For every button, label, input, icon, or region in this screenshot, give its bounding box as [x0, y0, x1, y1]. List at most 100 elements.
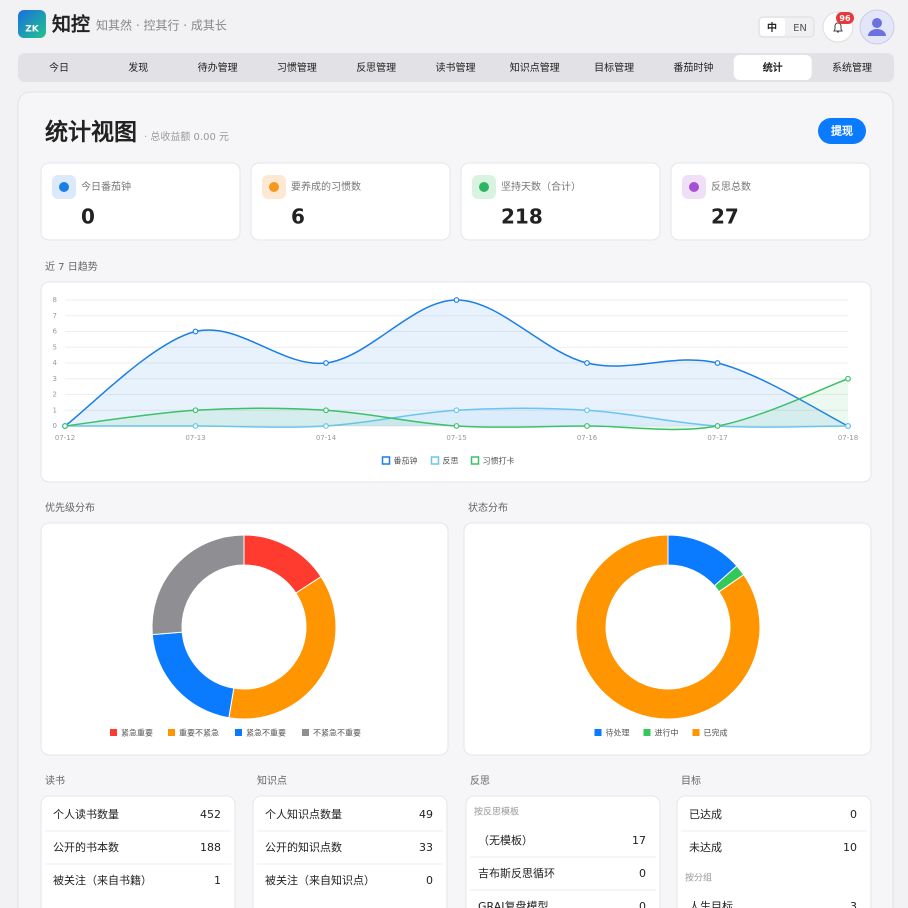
- x-tick-label: 07-15: [446, 434, 466, 442]
- legend-swatch: [110, 729, 117, 736]
- point: [323, 360, 329, 366]
- row-value: 49: [419, 808, 433, 821]
- panel-card: [252, 795, 448, 908]
- row-label: 个人读书数量: [53, 807, 119, 821]
- badge: [836, 12, 854, 24]
- row-label: 个人知识点数量: [265, 807, 342, 821]
- row-label: 已达成: [689, 808, 722, 821]
- donut-slice: [575, 534, 761, 720]
- row-label: 公开的知识点数: [265, 840, 342, 854]
- y-tick-label: 2: [53, 391, 57, 399]
- row-value: 0: [639, 900, 646, 908]
- bell-icon: [833, 22, 843, 33]
- legend-swatch: [430, 456, 440, 465]
- nav-tab[interactable]: 读书管理: [436, 61, 476, 74]
- legend-swatch: [381, 456, 391, 465]
- row-value: 188: [200, 841, 221, 854]
- nav-bar: [18, 53, 894, 82]
- point: [62, 423, 68, 429]
- legend-swatch: [643, 729, 651, 736]
- legend-swatch: [168, 729, 175, 736]
- y-tick-label: 0: [53, 422, 57, 430]
- legend-label[interactable]: 紧急不重要: [246, 728, 286, 738]
- stat-label: 要养成的习惯数: [291, 180, 361, 193]
- page-title: 统计视图: [45, 119, 137, 146]
- row-label: 被关注（来自知识点）: [265, 873, 375, 887]
- donut-slice: [151, 534, 245, 636]
- lang-zh[interactable]: 中: [767, 21, 777, 34]
- app-name: 知控: [52, 13, 90, 36]
- stat-label: 今日番茄钟: [81, 180, 131, 193]
- nav-tab[interactable]: 统计: [763, 61, 783, 74]
- x-tick-label: 07-17: [707, 434, 727, 442]
- legend-label[interactable]: 已完成: [704, 728, 728, 738]
- row-value: 452: [200, 808, 221, 821]
- slogan: 知其然 · 控其行 · 成其长: [96, 18, 227, 33]
- panel-card: [676, 795, 872, 908]
- point: [192, 407, 199, 414]
- row-value: 0: [426, 874, 433, 887]
- y-tick-label: 3: [53, 375, 57, 383]
- stat-label: 坚持天数（合计）: [501, 180, 581, 193]
- legend-label[interactable]: 紧急重要: [121, 728, 153, 738]
- row-label: （无模板）: [478, 833, 533, 847]
- point: [584, 407, 590, 414]
- point: [323, 407, 329, 414]
- stat-icon: [59, 182, 69, 192]
- point: [845, 375, 851, 382]
- avatar-body: [868, 29, 886, 36]
- stat-value: 0: [81, 205, 95, 229]
- avatar-head: [872, 18, 882, 28]
- nav-tab[interactable]: 知识点管理: [510, 61, 560, 74]
- chart-title: 近 7 日趋势: [45, 260, 98, 273]
- nav-tab[interactable]: 待办管理: [198, 61, 238, 74]
- point: [453, 297, 460, 303]
- panel-card: [465, 795, 661, 908]
- legend-label[interactable]: 重要不紧急: [179, 728, 219, 738]
- point: [453, 423, 460, 429]
- row-value: 33: [419, 841, 433, 854]
- panel-title: 反思: [470, 775, 490, 787]
- nav-active: [733, 55, 812, 80]
- point: [584, 360, 590, 366]
- legend-label[interactable]: 番茄钟: [394, 456, 418, 466]
- point: [192, 423, 199, 429]
- legend-label[interactable]: 进行中: [655, 728, 679, 738]
- legend-label[interactable]: 反思: [443, 456, 459, 466]
- y-tick-label: 4: [53, 359, 58, 367]
- stat-label: 反思总数: [711, 180, 751, 193]
- legend-label[interactable]: 待处理: [606, 728, 630, 738]
- nav-tab[interactable]: 今日: [49, 61, 69, 74]
- row-label: 未达成: [689, 841, 722, 854]
- nav-tab[interactable]: 习惯管理: [277, 61, 317, 74]
- legend-swatch: [302, 729, 309, 736]
- legend-label[interactable]: 不紧急不重要: [313, 728, 361, 738]
- nav-tab[interactable]: 发现: [128, 61, 148, 74]
- nav-tab[interactable]: 番茄时钟: [673, 61, 713, 74]
- group-label: 按反思模板: [474, 806, 519, 818]
- nav-tab[interactable]: 目标管理: [594, 61, 634, 74]
- row-label: 吉布斯反思循环: [478, 867, 555, 880]
- y-tick-label: 1: [53, 406, 57, 414]
- row-label: 人生目标: [689, 899, 733, 908]
- point: [714, 423, 721, 429]
- lang-en[interactable]: EN: [793, 23, 807, 34]
- legend-label[interactable]: 习惯打卡: [483, 456, 515, 466]
- point: [714, 360, 721, 366]
- row-label: 公开的书本数: [53, 840, 119, 854]
- nav-tab[interactable]: 系统管理: [832, 61, 872, 74]
- row-label: 被关注（来自书籍）: [53, 873, 152, 887]
- x-tick-label: 07-16: [577, 434, 598, 442]
- donut-slice: [228, 575, 337, 720]
- row-value: 10: [843, 841, 857, 854]
- logo[interactable]: [18, 10, 46, 38]
- point: [323, 423, 329, 429]
- y-tick-label: 6: [53, 328, 58, 336]
- x-tick-label: 07-12: [55, 434, 75, 442]
- row-value: 17: [632, 834, 646, 847]
- chart-card: [40, 522, 449, 756]
- nav-tab[interactable]: 反思管理: [356, 61, 396, 74]
- chart-title: 优先级分布: [45, 501, 95, 514]
- withdraw-button[interactable]: [818, 118, 866, 144]
